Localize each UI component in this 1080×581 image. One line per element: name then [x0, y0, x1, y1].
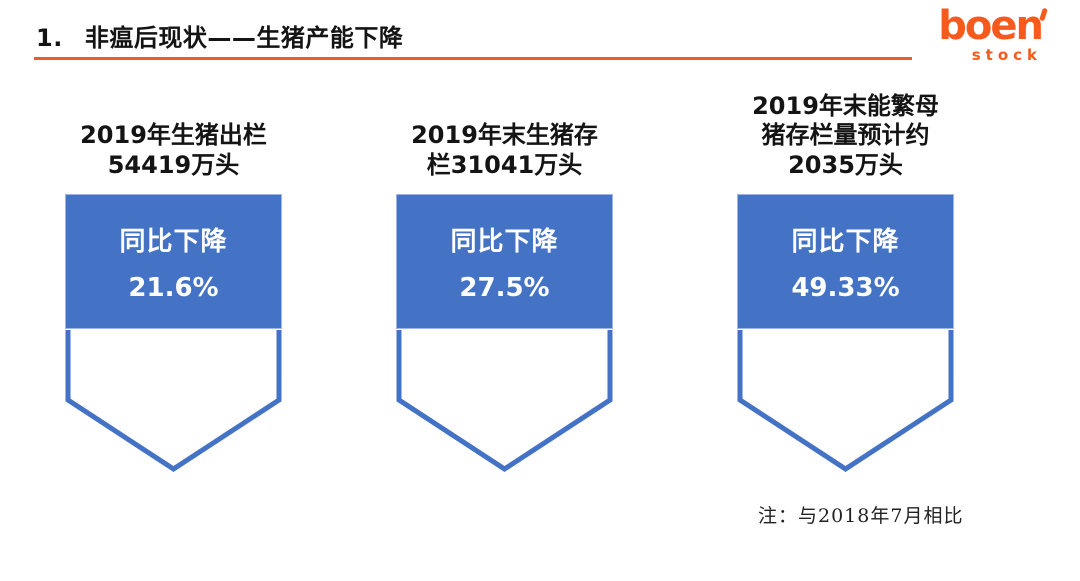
brand-logo: boen stock — [938, 3, 1048, 64]
banner-value: 27.5% — [459, 272, 550, 303]
column-heading: 2019年生猪出栏 54419万头 — [80, 121, 267, 179]
banner-label: 同比下降 — [119, 226, 228, 257]
title-number: 1. — [36, 24, 63, 52]
column-inventory: 2019年末生猪存 栏31041万头 同比下降 27.5% — [396, 87, 613, 475]
banner-value: 21.6% — [128, 272, 219, 303]
pennant-shape — [65, 330, 282, 472]
decline-banner: 同比下降 27.5% — [396, 194, 613, 329]
title-text: 非瘟后现状——生猪产能下降 — [84, 24, 404, 52]
slide-title: 1. 非瘟后现状——生猪产能下降 — [36, 18, 403, 53]
column-breeding-sows: 2019年末能繁母 猪存栏量预计约 2035万头 同比下降 49.33% — [737, 87, 954, 475]
footnote: 注：与2018年7月相比 — [758, 505, 964, 527]
pennant-shape — [737, 330, 954, 472]
logo-wordmark: boen — [938, 3, 1048, 49]
banner-value: 49.33% — [791, 272, 900, 303]
logo-brand-text: boen — [938, 3, 1044, 49]
banner-label: 同比下降 — [450, 226, 559, 257]
decline-banner: 同比下降 21.6% — [65, 194, 282, 329]
banner-label: 同比下降 — [791, 226, 900, 257]
title-underline — [34, 57, 912, 60]
logo-subtext: stock — [971, 46, 1042, 64]
pennant-shape — [396, 330, 613, 472]
column-heading: 2019年末能繁母 猪存栏量预计约 2035万头 — [752, 92, 939, 179]
column-slaughter: 2019年生猪出栏 54419万头 同比下降 21.6% — [65, 87, 282, 475]
column-heading: 2019年末生猪存 栏31041万头 — [411, 121, 598, 179]
decline-banner: 同比下降 49.33% — [737, 194, 954, 329]
